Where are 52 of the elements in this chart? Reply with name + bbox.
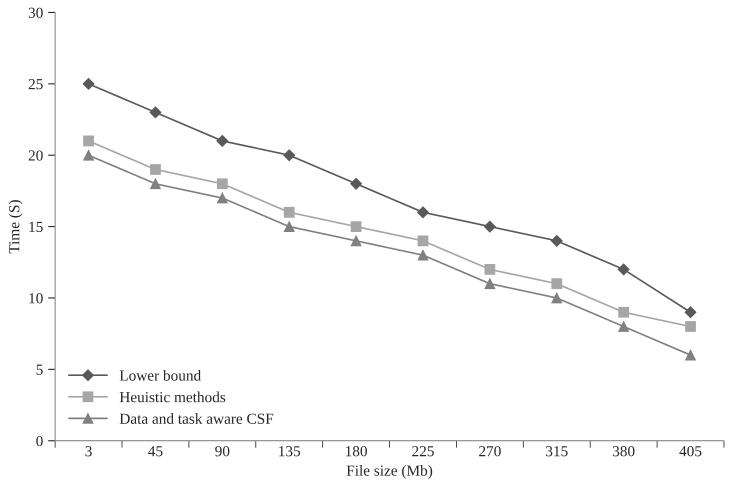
x-tick-label: 135 (279, 446, 300, 456)
point (484, 278, 496, 290)
x-tick-label: 225 (412, 446, 434, 456)
point (350, 235, 362, 246)
point (216, 135, 228, 147)
point (685, 321, 696, 332)
point (284, 221, 295, 232)
x-tick-label: 3 (85, 446, 92, 456)
point (284, 206, 295, 218)
point (150, 106, 162, 118)
point (618, 306, 630, 318)
point (685, 350, 696, 360)
point (551, 292, 562, 304)
y-tick-label: 20 (28, 150, 43, 161)
point (618, 321, 630, 332)
x-tick-label: 270 (479, 446, 501, 456)
point (418, 235, 428, 246)
y-tick-label: 30 (28, 8, 43, 18)
point (550, 234, 563, 247)
x-tick-label: 45 (148, 446, 162, 456)
y-tick-label: 10 (29, 293, 43, 304)
point (350, 178, 362, 190)
point (417, 206, 429, 218)
y-tick-label: 15 (29, 222, 43, 232)
point (484, 264, 496, 275)
point (350, 221, 362, 232)
point (216, 178, 228, 190)
point (216, 192, 228, 204)
point (83, 150, 94, 161)
point (418, 250, 428, 261)
point (684, 306, 696, 318)
point (551, 278, 562, 290)
y-axis-title: Time (S) (8, 200, 22, 254)
point (618, 263, 630, 276)
point (150, 178, 161, 190)
point (484, 220, 496, 233)
y-tick-label: 25 (28, 79, 43, 90)
point (82, 78, 94, 90)
x-tick-label: 180 (346, 446, 367, 456)
x-tick-label: 315 (546, 446, 568, 456)
legend-label: Data and task aware CSF (120, 413, 274, 424)
legend-label: Lower bound (120, 370, 201, 381)
y-tick-label: 5 (36, 364, 43, 375)
x-axis-title: File size (Mb) (346, 465, 432, 479)
point (83, 136, 94, 146)
x-tick-label: 90 (215, 446, 230, 456)
x-tick-label: 380 (612, 446, 635, 456)
point (150, 164, 161, 175)
point (283, 149, 296, 162)
y-tick-label: 0 (36, 436, 43, 446)
legend-label: Heuistic methods (120, 392, 226, 402)
x-tick-label: 405 (679, 446, 702, 456)
